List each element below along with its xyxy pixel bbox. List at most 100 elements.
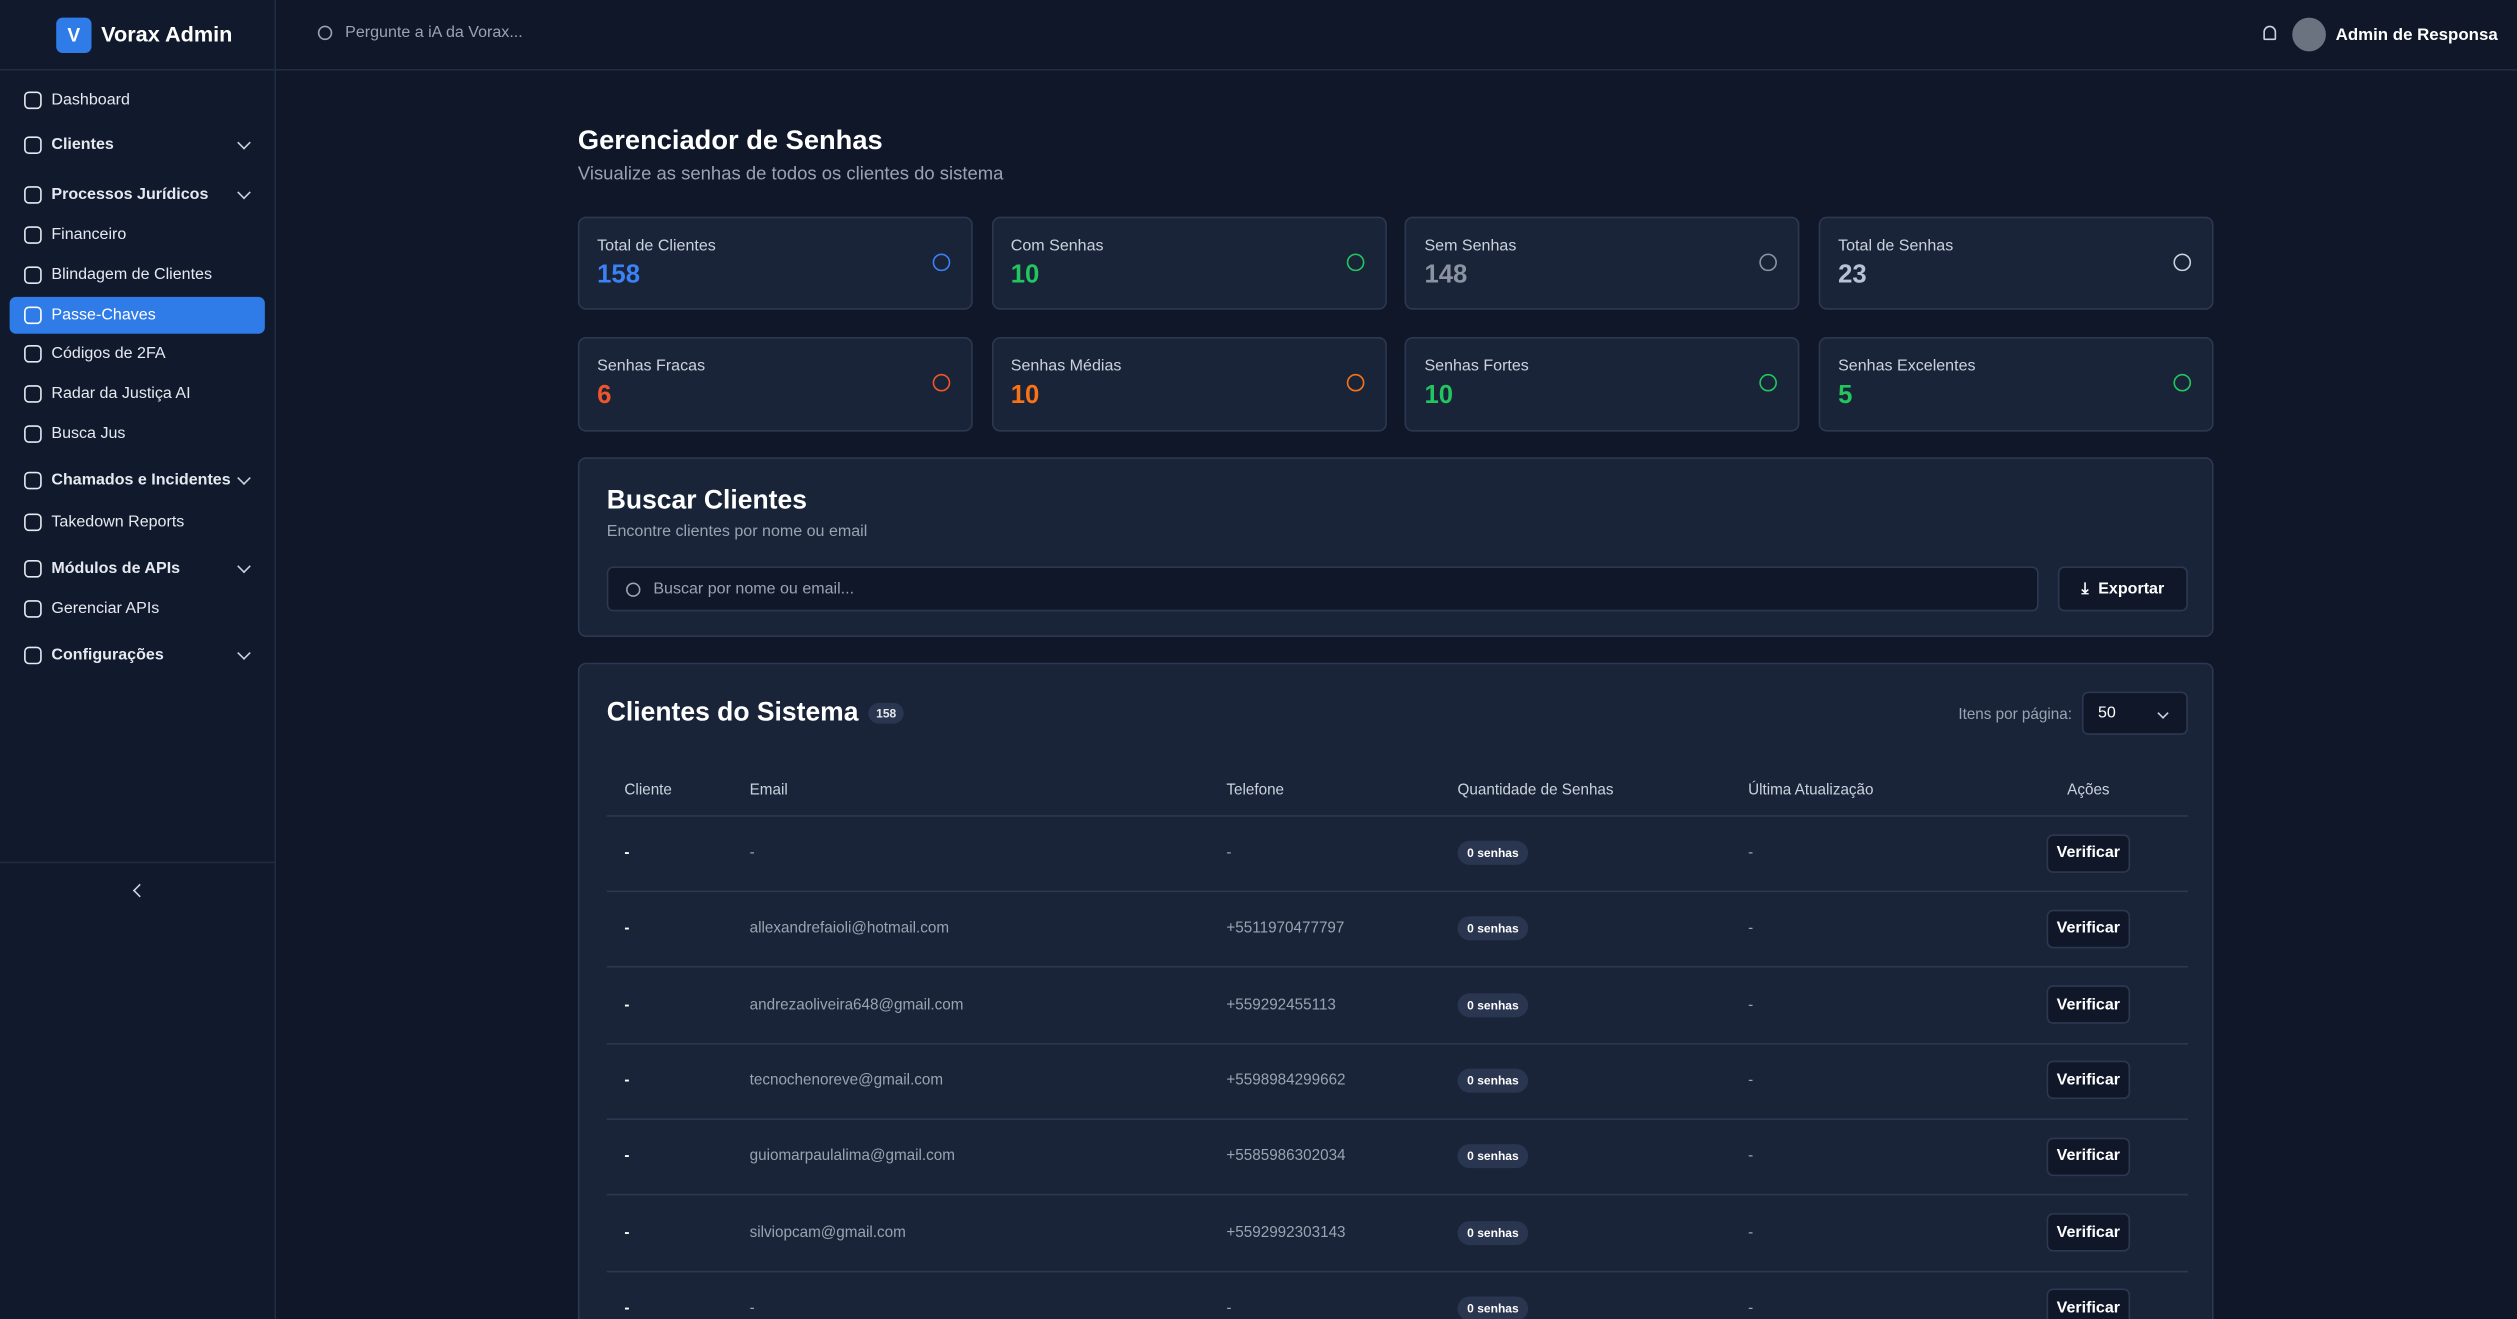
verify-label: Verificar: [2056, 1223, 2121, 1242]
table-cell: -: [1748, 1147, 1754, 1166]
nav-item[interactable]: Configurações: [10, 636, 265, 673]
nav-icon: [24, 470, 42, 489]
ai-search[interactable]: Pergunte a iA da Vorax...: [317, 24, 523, 42]
stat-card: Sem Senhas 148: [1405, 216, 1801, 310]
column-header: Telefone: [1226, 780, 1285, 799]
nav-icon: [24, 344, 42, 362]
per-page-select[interactable]: 50: [2081, 691, 2188, 735]
topbar: Pergunte a iA da Vorax... Admin de Respo…: [274, 0, 2517, 71]
table-cell: +5592992303143: [1226, 1223, 1346, 1242]
stat-value: 23: [1838, 261, 1867, 289]
stat-value: 158: [597, 261, 640, 289]
table-cell: -: [1748, 919, 1754, 938]
nav-icon: [24, 645, 42, 664]
nav-item[interactable]: Módulos de APIs: [10, 550, 265, 587]
nav-label: Códigos de 2FA: [51, 344, 166, 362]
table-cell: 0 senhas: [1457, 916, 1749, 941]
nav-icon: [24, 424, 42, 443]
table-cell: Verificar: [1989, 833, 2188, 873]
nav-icon: [24, 225, 42, 244]
table-cell: tecnochenoreve@gmail.com: [749, 1071, 944, 1090]
table-row: - andrezaoliveira648@gmail.com +5592924551…: [606, 967, 2188, 1044]
user-menu[interactable]: Admin de Responsa: [2292, 17, 2498, 52]
chevron: [237, 135, 251, 149]
table-cell: Verificar: [1989, 1288, 2188, 1319]
verify-button[interactable]: Verificar: [2046, 1061, 2131, 1100]
password-count: 0 senhas: [1457, 1068, 1529, 1093]
stat-label: Sem Senhas: [1424, 237, 1517, 256]
nav-label: Chamados e Incidentes: [51, 470, 231, 489]
password-count: 0 senhas: [1457, 1144, 1529, 1169]
stat-label: Senhas Médias: [1010, 357, 1122, 376]
stat-icon: [932, 253, 951, 272]
sidebar: V Vorax Admin Dashboard Clientes Processos…: [0, 0, 277, 1319]
search-input[interactable]: Buscar por nome ou email...: [606, 566, 2039, 612]
search-placeholder: Buscar por nome ou email...: [626, 581, 854, 599]
table-cell: Verificar: [1989, 985, 2188, 1024]
stat-icon: [2173, 253, 2192, 272]
nav-icon: [24, 90, 42, 109]
brand-name: Vorax Admin: [101, 22, 233, 47]
nav-item[interactable]: Blindagem de Clientes: [10, 256, 265, 293]
verify-button[interactable]: Verificar: [2046, 985, 2131, 1024]
notifications[interactable]: [2263, 25, 2277, 41]
nav-item[interactable]: Radar da Justiça AI: [10, 375, 265, 412]
page-subtitle: Visualize as senhas de todos os clientes…: [577, 165, 1004, 185]
stat-value: 5: [1838, 381, 1853, 410]
stat-card: Senhas Fortes 10: [1405, 336, 1801, 432]
table-title-text: Clientes do Sistema: [606, 698, 859, 727]
table-row: - silviopcam@gmail.com +5592992303143 0 sen…: [606, 1195, 2188, 1272]
nav-item[interactable]: Processos Jurídicos: [10, 176, 265, 213]
nav-item[interactable]: Busca Jus: [10, 415, 265, 452]
search-title: Buscar Clientes: [606, 486, 807, 516]
stat-value: 148: [1424, 261, 1468, 289]
user-name: Admin de Responsa: [2335, 24, 2498, 45]
nav-item[interactable]: Códigos de 2FA: [10, 335, 265, 372]
nav-label: Financeiro: [51, 225, 127, 244]
nav-item[interactable]: Gerenciar APIs: [10, 590, 265, 627]
verify-button[interactable]: Verificar: [2046, 1288, 2131, 1319]
verify-button[interactable]: Verificar: [2046, 1137, 2131, 1176]
count-badge: 158: [868, 703, 905, 724]
stat-icon: [1759, 373, 1778, 392]
collapse-button[interactable]: [132, 883, 147, 898]
column-header: Cliente: [624, 780, 672, 799]
table-cell: Verificar: [1989, 1137, 2188, 1176]
logo: V: [56, 16, 92, 53]
table-cell: -: [1748, 844, 1754, 862]
stat-label: Senhas Fortes: [1424, 357, 1529, 376]
verify-button[interactable]: Verificar: [2046, 909, 2131, 948]
verify-button[interactable]: Verificar: [2046, 1213, 2131, 1252]
export-label: Exportar: [2098, 580, 2165, 598]
table-cell: -: [1748, 1071, 1754, 1090]
nav-item[interactable]: Takedown Reports: [10, 503, 265, 540]
stat-card: Senhas Fracas 6: [577, 336, 973, 432]
stat-icon: [932, 373, 951, 392]
table-cell: +5585986302034: [1226, 1147, 1346, 1166]
table-cell: 0 senhas: [1457, 840, 1749, 865]
export-button[interactable]: ⤓ Exportar: [2057, 566, 2188, 612]
nav-item[interactable]: Chamados e Incidentes: [10, 461, 265, 498]
nav-label: Passe-Chaves: [51, 305, 156, 324]
per-page-value: 50: [2097, 704, 2116, 723]
table-cell: andrezaoliveira648@gmail.com: [749, 995, 964, 1014]
table-cell: Verificar: [1989, 1213, 2188, 1252]
verify-label: Verificar: [2056, 844, 2121, 862]
nav-label: Dashboard: [51, 90, 130, 109]
table-cell: -: [1748, 1223, 1754, 1242]
nav-item[interactable]: Passe-Chaves: [9, 296, 265, 333]
nav-label: Gerenciar APIs: [51, 599, 160, 617]
column-header: Quantidade de Senhas: [1457, 780, 1614, 799]
stat-label: Com Senhas: [1010, 237, 1104, 256]
search-card: Buscar Clientes Encontre clientes por no…: [577, 457, 2214, 638]
nav-item[interactable]: Financeiro: [10, 216, 265, 253]
stat-value: 10: [1010, 261, 1040, 289]
nav-item[interactable]: Clientes: [10, 126, 265, 163]
verify-label: Verificar: [2056, 995, 2121, 1014]
nav-label: Módulos de APIs: [51, 559, 181, 577]
password-count: 0 senhas: [1457, 1296, 1529, 1319]
nav-item[interactable]: Dashboard: [10, 81, 265, 118]
verify-button[interactable]: Verificar: [2046, 833, 2131, 873]
table-cell: -: [624, 1299, 630, 1318]
table-cell: +559292455113: [1226, 995, 1336, 1014]
